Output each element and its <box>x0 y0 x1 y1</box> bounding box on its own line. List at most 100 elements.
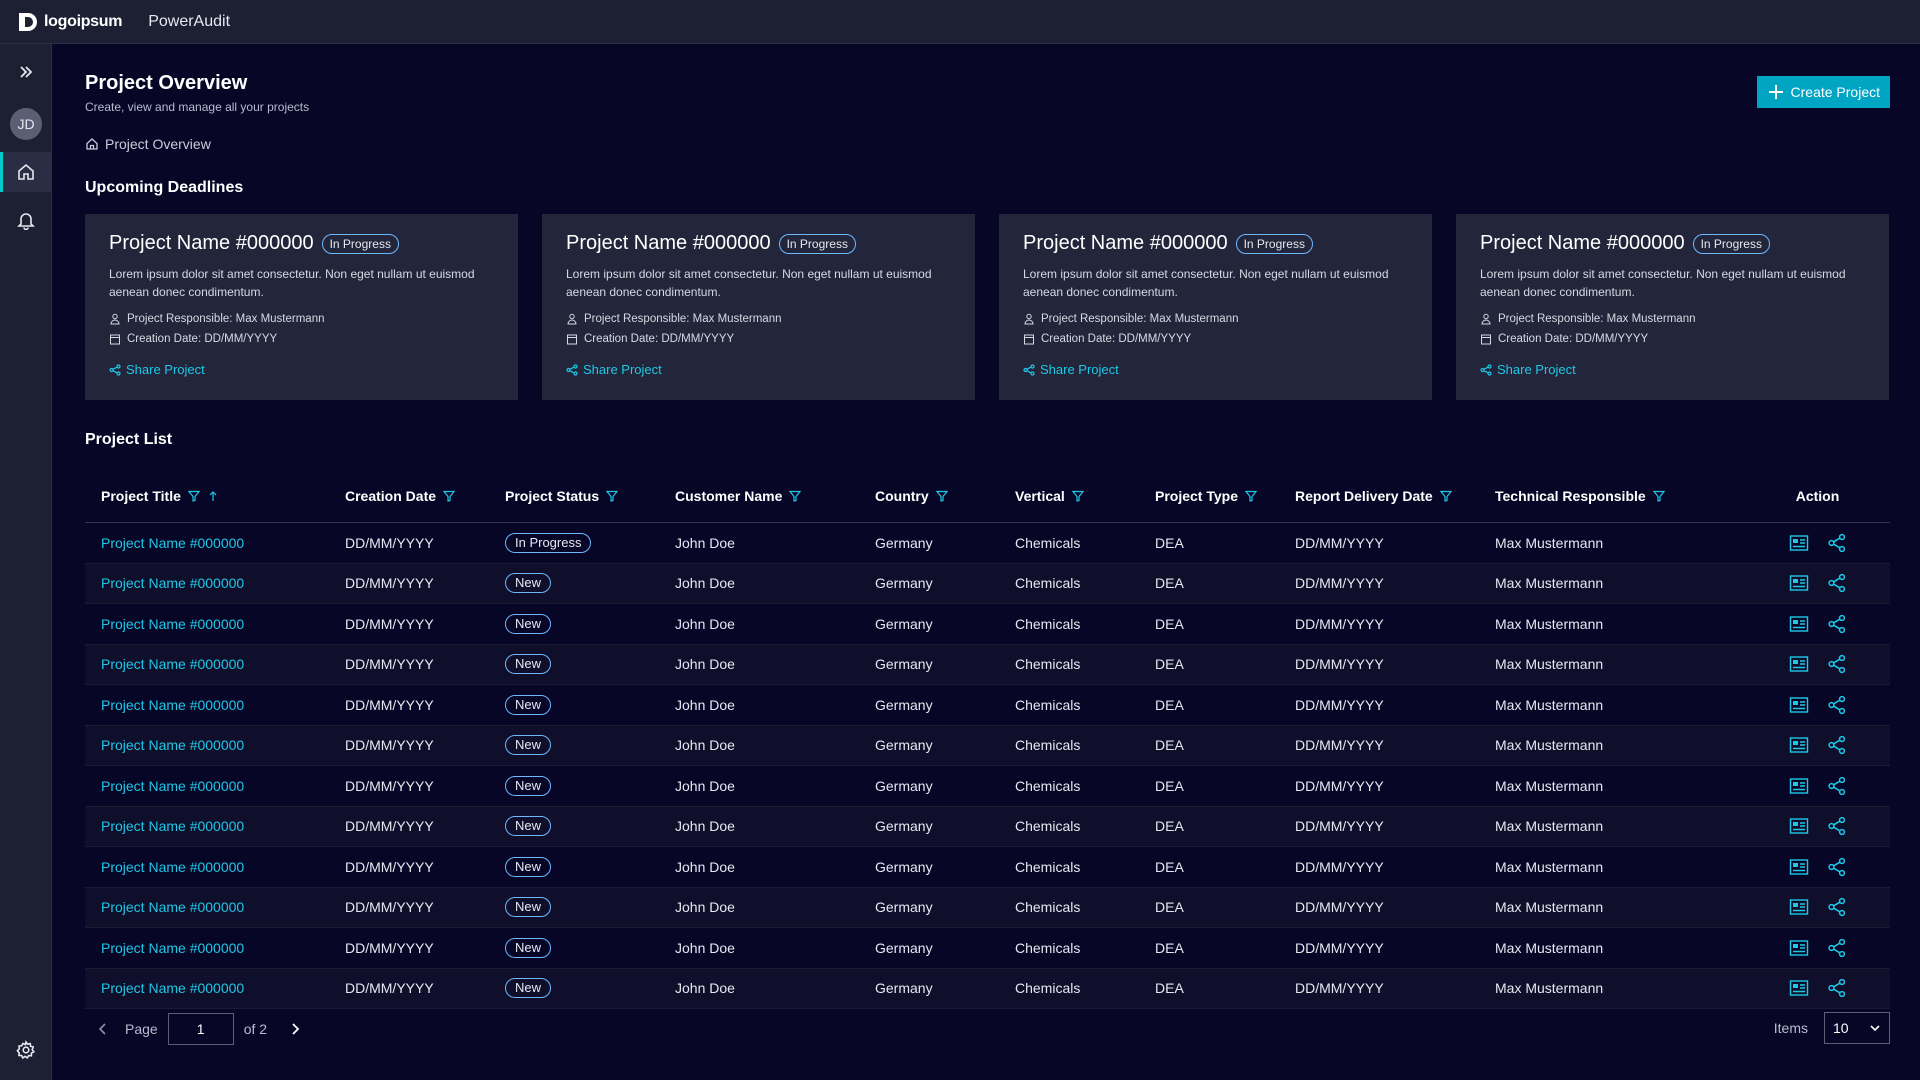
card-title[interactable]: Project Name #000000 <box>566 232 771 254</box>
filter-icon[interactable] <box>935 490 948 502</box>
status-badge: In Progress <box>505 532 592 553</box>
share-icon[interactable] <box>1827 978 1847 998</box>
arrow-up-icon[interactable] <box>207 490 219 502</box>
details-card-icon[interactable] <box>1789 533 1809 553</box>
chevron-right-icon[interactable] <box>287 1021 303 1037</box>
project-title-link[interactable]: Project Name #000000 <box>101 777 245 794</box>
details-card-icon[interactable] <box>1789 735 1809 755</box>
column-header-country[interactable]: Country <box>875 488 1015 504</box>
expand-sidebar-button[interactable] <box>0 52 52 92</box>
sidebar-item-home[interactable] <box>0 152 52 192</box>
project-title-link[interactable]: Project Name #000000 <box>101 818 245 835</box>
column-header-project-title[interactable]: Project Title <box>85 488 345 504</box>
details-card-icon[interactable] <box>1789 857 1809 877</box>
action-cell <box>1745 573 1890 593</box>
report-delivery-date-cell: DD/MM/YYYY <box>1295 939 1384 956</box>
person-icon <box>1481 313 1491 325</box>
share-icon[interactable] <box>1827 533 1847 553</box>
filter-icon[interactable] <box>187 490 200 502</box>
column-header-report-delivery-date[interactable]: Report Delivery Date <box>1295 488 1495 504</box>
avatar[interactable]: JD <box>10 108 42 140</box>
technical-responsible-cell: Max Mustermann <box>1495 696 1604 713</box>
filter-icon[interactable] <box>789 490 802 502</box>
share-project-link[interactable]: Share Project <box>566 362 662 377</box>
filter-icon[interactable] <box>606 490 619 502</box>
column-header-project-type[interactable]: Project Type <box>1155 488 1295 504</box>
share-icon[interactable] <box>1827 614 1847 634</box>
technical-responsible-cell: Max Mustermann <box>1495 818 1604 835</box>
details-card-icon[interactable] <box>1789 654 1809 674</box>
project-title-link[interactable]: Project Name #000000 <box>101 980 245 997</box>
technical-responsible-cell: Max Mustermann <box>1495 899 1604 916</box>
project-title-link[interactable]: Project Name #000000 <box>101 899 245 916</box>
share-icon[interactable] <box>1827 938 1847 958</box>
report-delivery-date-cell: DD/MM/YYYY <box>1295 980 1384 997</box>
deadline-card: Project Name #000000 In Progress Lorem i… <box>999 214 1432 400</box>
card-title[interactable]: Project Name #000000 <box>1480 232 1685 254</box>
creation-date-cell: DD/MM/YYYY <box>345 615 434 632</box>
table-row: Project Name #000000 DD/MM/YYYY In Progres… <box>85 523 1890 564</box>
table-row: Project Name #000000 DD/MM/YYYY New John Do… <box>85 685 1890 726</box>
share-icon[interactable] <box>1827 897 1847 917</box>
sidebar-item-notifications[interactable] <box>0 200 52 240</box>
details-card-icon[interactable] <box>1789 897 1809 917</box>
customer-name-cell: John Doe <box>675 858 735 875</box>
creation-date-cell: DD/MM/YYYY <box>345 858 434 875</box>
filter-icon[interactable] <box>1652 490 1665 502</box>
items-per-page-select[interactable]: 10 <box>1824 1012 1890 1044</box>
action-cell <box>1745 614 1890 634</box>
action-cell <box>1745 978 1890 998</box>
project-title-link[interactable]: Project Name #000000 <box>101 858 245 875</box>
project-title-link[interactable]: Project Name #000000 <box>101 575 245 592</box>
column-header-technical-responsible[interactable]: Technical Responsible <box>1495 488 1745 504</box>
project-title-link[interactable]: Project Name #000000 <box>101 615 245 632</box>
create-project-button[interactable]: Create Project <box>1756 76 1890 108</box>
details-card-icon[interactable] <box>1789 614 1809 634</box>
page-number-input[interactable] <box>167 1013 234 1045</box>
column-header-vertical[interactable]: Vertical <box>1015 488 1155 504</box>
bell-icon <box>17 213 35 230</box>
share-icon[interactable] <box>1827 735 1847 755</box>
share-project-link[interactable]: Share Project <box>1023 362 1119 377</box>
filter-icon[interactable] <box>1439 490 1452 502</box>
project-title-link[interactable]: Project Name #000000 <box>101 696 245 713</box>
settings-button[interactable] <box>0 1030 52 1070</box>
share-icon <box>1480 363 1492 376</box>
status-badge: New <box>505 573 552 594</box>
column-header-customer-name[interactable]: Customer Name <box>675 488 875 504</box>
filter-icon[interactable] <box>1245 490 1257 502</box>
card-title[interactable]: Project Name #000000 <box>109 232 314 254</box>
vertical-cell: Chemicals <box>1015 899 1081 916</box>
project-title-link[interactable]: Project Name #000000 <box>101 534 245 551</box>
share-icon[interactable] <box>1827 857 1847 877</box>
details-card-icon[interactable] <box>1789 978 1809 998</box>
share-icon[interactable] <box>1827 816 1847 836</box>
deadline-card: Project Name #000000 In Progress Lorem i… <box>542 214 975 400</box>
details-card-icon[interactable] <box>1789 695 1809 715</box>
column-header-project-status[interactable]: Project Status <box>505 488 675 504</box>
status-badge: New <box>505 816 552 837</box>
technical-responsible-cell: Max Mustermann <box>1495 777 1604 794</box>
project-title-link[interactable]: Project Name #000000 <box>101 939 245 956</box>
share-icon[interactable] <box>1827 695 1847 715</box>
logo[interactable]: logoipsum <box>16 11 122 33</box>
card-title[interactable]: Project Name #000000 <box>1023 232 1228 254</box>
column-header-creation-date[interactable]: Creation Date <box>345 488 505 504</box>
filter-icon[interactable] <box>1071 490 1084 502</box>
details-card-icon[interactable] <box>1789 938 1809 958</box>
share-icon[interactable] <box>1827 776 1847 796</box>
share-icon[interactable] <box>1827 573 1847 593</box>
project-title-link[interactable]: Project Name #000000 <box>101 737 245 754</box>
breadcrumb[interactable]: Project Overview <box>85 136 211 152</box>
report-delivery-date-cell: DD/MM/YYYY <box>1295 899 1384 916</box>
status-badge: New <box>505 978 552 999</box>
share-project-link[interactable]: Share Project <box>1480 362 1576 377</box>
details-card-icon[interactable] <box>1789 573 1809 593</box>
share-project-link[interactable]: Share Project <box>109 362 205 377</box>
chevron-left-icon[interactable] <box>95 1021 111 1037</box>
filter-icon[interactable] <box>443 490 456 502</box>
share-icon[interactable] <box>1827 654 1847 674</box>
project-title-link[interactable]: Project Name #000000 <box>101 656 245 673</box>
details-card-icon[interactable] <box>1789 776 1809 796</box>
details-card-icon[interactable] <box>1789 816 1809 836</box>
